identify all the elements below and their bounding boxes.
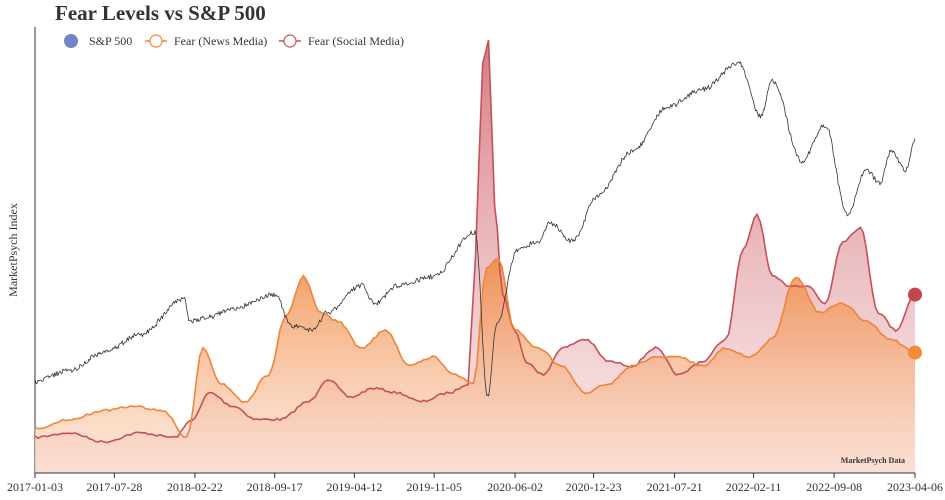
x-tick-label: 2017-07-28 xyxy=(86,480,142,494)
legend-label-fear-news: Fear (News Media) xyxy=(174,34,267,48)
x-tick-label: 2017-01-03 xyxy=(7,480,63,494)
legend-item-sp500[interactable]: S&P 500 xyxy=(64,34,132,48)
legend-marker-sp500 xyxy=(64,34,78,48)
x-tick-label: 2020-06-02 xyxy=(487,480,543,494)
fear-news-line xyxy=(34,258,916,439)
y-axis-title: MarketPsych Index xyxy=(6,203,20,297)
x-axis-ticks: 2017-01-03 2017-07-28 2018-02-22 2018-09-17… xyxy=(7,473,943,494)
sp500-line xyxy=(34,61,916,397)
fear-news-end-marker[interactable] xyxy=(908,345,922,360)
x-tick-label: 2020-12-23 xyxy=(566,480,622,494)
legend-label-fear-social: Fear (Social Media) xyxy=(308,34,404,48)
legend-item-fear-news[interactable]: Fear (News Media) xyxy=(145,34,267,48)
legend-marker-fear-news xyxy=(149,34,163,48)
chart-title: Fear Levels vs S&P 500 xyxy=(55,1,266,25)
legend-label-sp500: S&P 500 xyxy=(89,34,132,48)
legend-item-fear-social[interactable]: Fear (Social Media) xyxy=(279,34,404,48)
x-tick-label: 2023-04-06 xyxy=(887,480,943,494)
legend-marker-fear-social xyxy=(283,34,297,48)
x-tick-label: 2019-11-05 xyxy=(406,480,462,494)
plot-area xyxy=(34,40,922,473)
x-tick-label: 2019-04-12 xyxy=(326,480,382,494)
watermark: MarketPsych Data xyxy=(841,456,905,465)
x-tick-label: 2018-02-22 xyxy=(167,480,223,494)
x-tick-label: 2021-07-21 xyxy=(647,480,703,494)
x-tick-label: 2022-09-08 xyxy=(806,480,862,494)
legend: S&P 500 Fear (News Media) Fear (Social M… xyxy=(64,34,404,48)
x-tick-label: 2018-09-17 xyxy=(247,480,303,494)
x-tick-label: 2022-02-11 xyxy=(726,480,782,494)
fear-social-line xyxy=(34,40,916,444)
fear-social-end-marker[interactable] xyxy=(908,287,922,302)
